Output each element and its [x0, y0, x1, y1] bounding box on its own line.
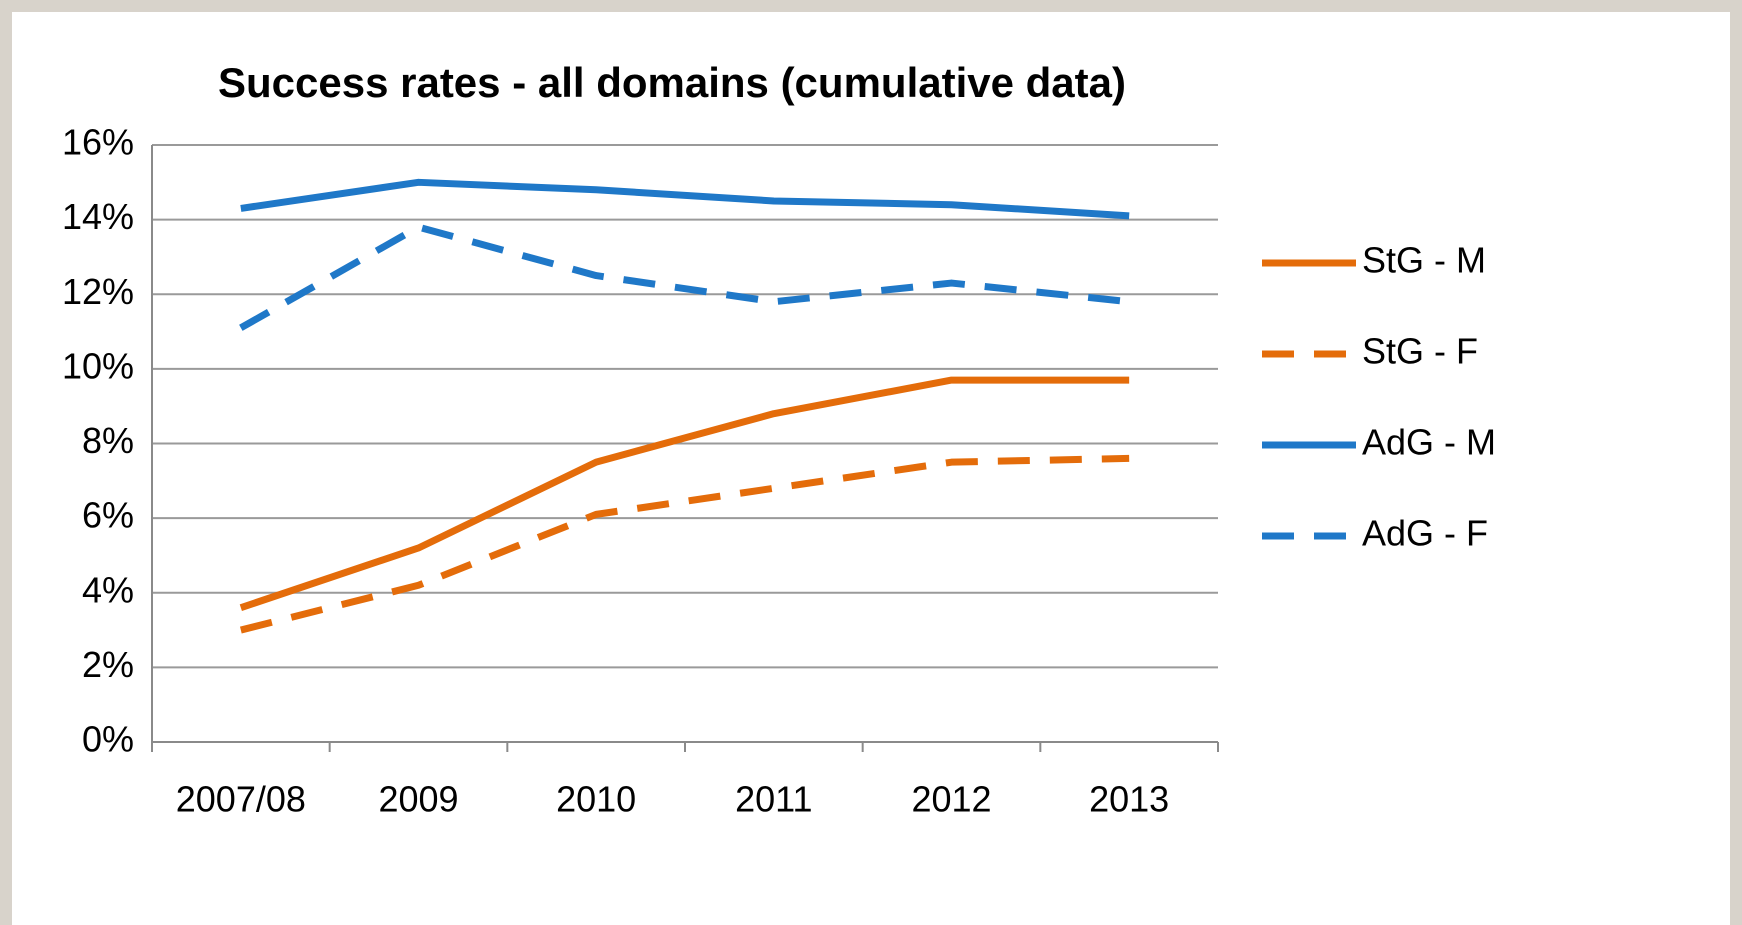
y-tick-label: 8%: [82, 420, 134, 461]
y-tick-label: 12%: [62, 271, 134, 312]
y-tick-label: 0%: [82, 719, 134, 760]
x-tick-label: 2010: [556, 779, 636, 820]
series-line: [240, 178, 1130, 220]
y-tick-label: 4%: [82, 569, 134, 610]
y-tick-label: 6%: [82, 495, 134, 536]
y-tick-label: 16%: [62, 122, 134, 163]
x-tick-label: 2011: [735, 779, 812, 820]
x-tick-label: 2012: [911, 779, 991, 820]
x-tick-label: 2013: [1089, 779, 1169, 820]
legend-label: StG - F: [1362, 331, 1478, 372]
chart-background: [12, 12, 1730, 925]
chart-title: Success rates - all domains (cumulative …: [218, 59, 1126, 106]
legend-label: StG - M: [1362, 240, 1486, 281]
y-tick-label: 14%: [62, 196, 134, 237]
x-tick-label: 2009: [378, 779, 458, 820]
x-tick-label: 2007/08: [176, 779, 306, 820]
y-tick-label: 2%: [82, 644, 134, 685]
y-tick-label: 10%: [62, 345, 134, 386]
series-line: [239, 223, 1130, 331]
series-line: [239, 376, 1130, 611]
legend-label: AdG - F: [1362, 513, 1488, 554]
legend-label: AdG - M: [1362, 422, 1496, 463]
